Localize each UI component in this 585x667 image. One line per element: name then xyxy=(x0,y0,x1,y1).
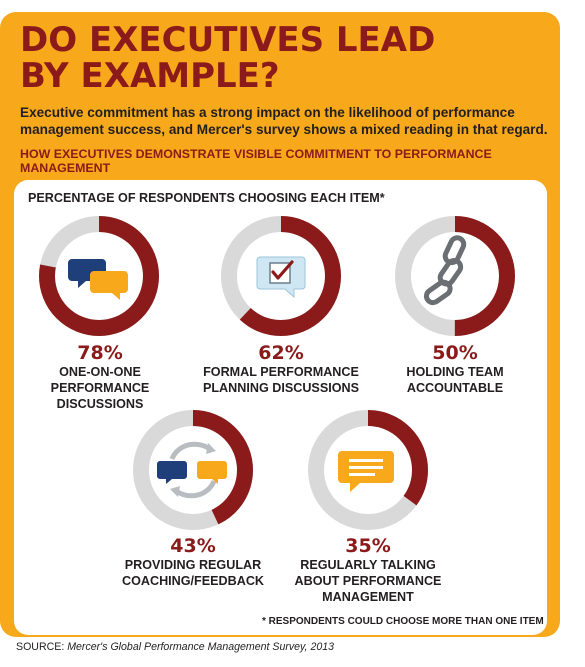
donut-value-arc xyxy=(133,410,253,530)
page-title: DO EXECUTIVES LEAD BY EXAMPLE? xyxy=(20,20,436,96)
donut-chart-svg xyxy=(395,216,515,336)
donut-chart-svg xyxy=(221,216,341,336)
category-label: HOLDING TEAM ACCOUNTABLE xyxy=(406,365,504,395)
chart-title: PERCENTAGE OF RESPONDENTS CHOOSING EACH … xyxy=(28,191,385,205)
data-label-percent: 35% xyxy=(345,535,391,557)
intro-text: Executive commitment has a strong impact… xyxy=(20,105,548,137)
category-label: REGULARLY TALKING ABOUT PERFORMANCE MANA… xyxy=(294,558,442,604)
category-label: FORMAL PERFORMANCE PLANNING DISCUSSIONS xyxy=(202,365,360,395)
donut-value-arc xyxy=(395,216,515,336)
donut-value-arc xyxy=(39,216,159,336)
footnote: * RESPONDENTS COULD CHOOSE MORE THAN ONE… xyxy=(262,616,544,627)
data-label-percent: 78% xyxy=(77,342,123,364)
donut-coaching-feedback xyxy=(130,407,256,533)
donut-chart-svg xyxy=(308,410,428,530)
speech-bubbles-icon xyxy=(68,259,128,300)
donut-formal-planning xyxy=(218,213,344,339)
section-subhead: HOW EXECUTIVES DEMONSTRATE VISIBLE COMMI… xyxy=(20,147,492,175)
chain-link-icon xyxy=(423,235,467,306)
donut-chart-svg xyxy=(39,216,159,336)
data-label-percent: 62% xyxy=(258,342,304,364)
category-label: ONE-ON-ONE PERFORMANCE DISCUSSIONS xyxy=(50,365,150,411)
category-label: PROVIDING REGULAR COACHING/FEEDBACK xyxy=(121,558,265,588)
data-label-percent: 43% xyxy=(170,535,216,557)
donut-regularly-talking xyxy=(305,407,431,533)
cycle-arrows-bubbles-icon xyxy=(157,441,227,499)
donut-holding-accountable xyxy=(392,213,518,339)
donut-one-on-one xyxy=(36,213,162,339)
donut-value-arc xyxy=(308,410,428,530)
message-bubble-icon xyxy=(338,451,394,492)
data-label-percent: 50% xyxy=(432,342,478,364)
donut-value-arc xyxy=(221,216,341,336)
source-credit: SOURCE: Mercer's Global Performance Mana… xyxy=(16,641,334,653)
source-prefix: SOURCE: xyxy=(16,641,68,653)
source-text: Mercer's Global Performance Management S… xyxy=(67,641,335,653)
donut-chart-svg xyxy=(133,410,253,530)
checkbox-form-icon xyxy=(256,256,306,299)
